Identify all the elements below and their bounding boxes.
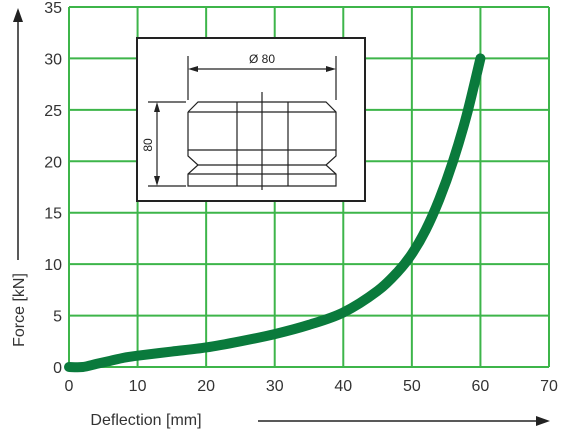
x-axis-arrow [258, 416, 550, 426]
series-layer [64, 53, 486, 373]
y-tick-label: 10 [44, 257, 62, 274]
inset-height-label: 80 [141, 138, 155, 152]
series-line [64, 53, 486, 373]
y-tick-label: 30 [44, 51, 62, 68]
x-tick-label: 60 [472, 378, 490, 395]
x-tick-label: 10 [129, 378, 147, 395]
y-tick-label: 35 [44, 0, 62, 17]
y-tick-label: 5 [53, 309, 62, 326]
x-tick-label: 40 [334, 378, 352, 395]
inset-dimension-arrows [154, 66, 336, 186]
y-tick-label: 25 [44, 103, 62, 120]
y-axis-arrow [13, 8, 23, 260]
x-tick-label: 20 [197, 378, 215, 395]
inset-diameter-label: Ø 80 [249, 52, 275, 66]
tick-labels: 0 10 20 30 40 50 60 70 0 5 10 15 20 25 30 35 [44, 0, 558, 395]
x-axis-label: Deflection [mm] [90, 412, 201, 429]
x-tick-label: 50 [403, 378, 421, 395]
y-tick-label: 20 [44, 154, 62, 171]
inset-drawing: Ø 80 80 [136, 37, 366, 202]
inset-part-outline [148, 56, 337, 190]
x-tick-label: 30 [266, 378, 284, 395]
y-tick-label: 0 [53, 360, 62, 377]
y-tick-label: 15 [44, 206, 62, 223]
x-tick-label: 70 [540, 378, 558, 395]
x-tick-label: 0 [65, 378, 74, 395]
y-axis-label: Force [kN] [11, 273, 28, 347]
